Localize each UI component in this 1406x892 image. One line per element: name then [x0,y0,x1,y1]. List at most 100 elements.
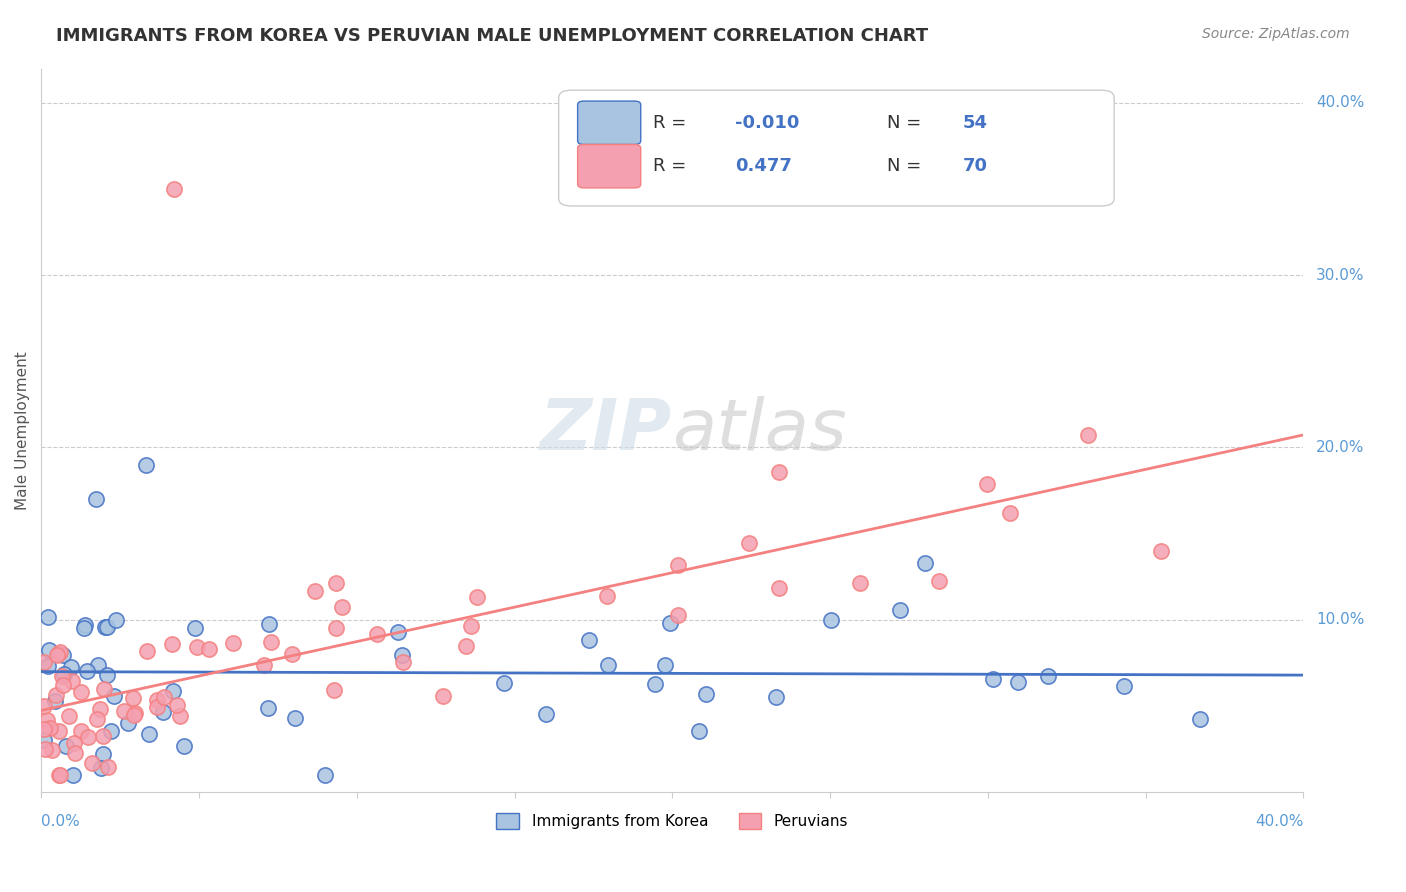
Text: 40.0%: 40.0% [1256,814,1303,829]
Immigrants from Korea [44,694,66,708]
FancyBboxPatch shape [578,145,641,188]
Text: 30.0%: 30.0% [1316,268,1365,283]
Peruvians [45,688,67,702]
FancyBboxPatch shape [578,101,641,145]
Immigrants from Korea [391,648,413,662]
Immigrants from Korea [257,617,280,632]
Text: 10.0%: 10.0% [1316,612,1364,627]
Peruvians [51,669,73,683]
Peruvians [34,742,56,756]
Peruvians [82,756,104,771]
Text: 0.477: 0.477 [735,157,793,175]
Immigrants from Korea [117,715,139,730]
Immigrants from Korea [103,690,125,704]
Peruvians [738,535,761,549]
Immigrants from Korea [1036,669,1059,683]
Peruvians [1077,428,1099,442]
Peruvians [122,690,145,705]
Peruvians [169,708,191,723]
Immigrants from Korea [91,747,114,762]
Immigrants from Korea [38,643,60,657]
Peruvians [93,681,115,696]
Peruvians [60,673,83,688]
Peruvians [48,723,70,738]
Peruvians [998,506,1021,520]
Peruvians [163,182,186,196]
Text: R =: R = [654,157,692,175]
Peruvians [392,655,415,669]
Peruvians [325,621,347,635]
Immigrants from Korea [889,603,911,617]
Text: 70: 70 [963,157,987,175]
Peruvians [666,558,689,572]
Peruvians [323,682,346,697]
Immigrants from Korea [37,609,59,624]
Immigrants from Korea [59,660,82,674]
Peruvians [124,707,146,722]
Peruvians [146,693,169,707]
Peruvians [1150,544,1173,558]
Immigrants from Korea [75,617,97,632]
Immigrants from Korea [96,668,118,682]
Immigrants from Korea [135,458,157,472]
FancyBboxPatch shape [558,90,1114,206]
Peruvians [32,723,55,737]
Peruvians [253,658,276,673]
Peruvians [89,702,111,716]
Immigrants from Korea [820,613,842,627]
Peruvians [848,575,870,590]
Peruvians [70,684,93,698]
Immigrants from Korea [914,557,936,571]
Immigrants from Korea [257,700,280,714]
Immigrants from Korea [55,739,77,753]
Peruvians [97,760,120,774]
Immigrants from Korea [1189,712,1212,726]
Peruvians [32,655,55,669]
Peruvians [136,644,159,658]
Peruvians [454,639,477,653]
Text: Source: ZipAtlas.com: Source: ZipAtlas.com [1202,27,1350,41]
Immigrants from Korea [644,677,666,691]
Peruvians [465,591,488,605]
Text: 40.0%: 40.0% [1316,95,1364,111]
Immigrants from Korea [96,620,118,634]
Peruvians [768,581,790,595]
Text: -0.010: -0.010 [735,114,800,132]
Immigrants from Korea [983,672,1005,686]
Peruvians [186,640,208,655]
Peruvians [48,768,70,782]
Immigrants from Korea [283,711,305,725]
Peruvians [39,721,62,735]
Y-axis label: Male Unemployment: Male Unemployment [15,351,30,509]
Peruvians [52,678,75,692]
Peruvians [146,700,169,714]
Peruvians [281,647,304,661]
Immigrants from Korea [184,621,207,635]
Peruvians [260,634,283,648]
Peruvians [366,627,388,641]
Text: 20.0%: 20.0% [1316,440,1364,455]
Peruvians [112,704,135,718]
Immigrants from Korea [654,658,676,673]
Peruvians [666,607,689,622]
Peruvians [49,645,72,659]
Peruvians [304,584,326,599]
Peruvians [596,589,619,603]
Peruvians [198,642,221,657]
Immigrants from Korea [596,657,619,672]
Peruvians [928,574,950,588]
Immigrants from Korea [152,705,174,719]
Text: atlas: atlas [672,396,846,465]
Peruvians [768,465,790,479]
Immigrants from Korea [87,658,110,673]
Immigrants from Korea [138,727,160,741]
Peruvians [222,636,245,650]
Peruvians [46,647,69,661]
Immigrants from Korea [492,675,515,690]
Peruvians [93,729,115,743]
Immigrants from Korea [90,761,112,775]
Immigrants from Korea [76,664,98,678]
Text: 0.0%: 0.0% [41,814,80,829]
Peruvians [77,730,100,744]
Text: N =: N = [887,157,927,175]
